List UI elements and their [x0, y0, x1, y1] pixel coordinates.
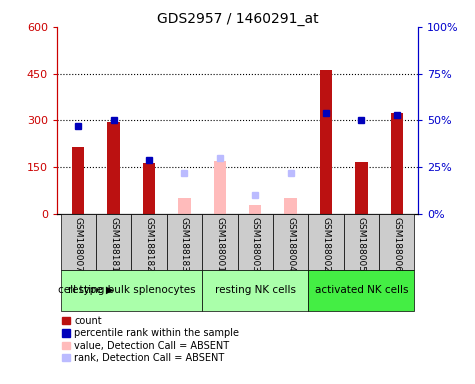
Text: resting bulk splenocytes: resting bulk splenocytes	[67, 285, 195, 295]
Bar	[202, 214, 238, 270]
Bar	[379, 214, 415, 270]
Bar	[344, 214, 379, 270]
Bar	[285, 198, 297, 214]
Bar	[273, 214, 308, 270]
Bar	[178, 198, 190, 214]
Title: GDS2957 / 1460291_at: GDS2957 / 1460291_at	[157, 12, 318, 26]
Text: resting NK cells: resting NK cells	[215, 285, 296, 295]
Bar	[249, 205, 261, 214]
Bar	[214, 161, 226, 214]
Bar	[107, 122, 120, 214]
Text: cell type ▶: cell type ▶	[57, 285, 114, 295]
Text: GSM188001: GSM188001	[215, 217, 224, 271]
Bar	[96, 214, 131, 270]
Legend: count, percentile rank within the sample, value, Detection Call = ABSENT, rank, : count, percentile rank within the sample…	[62, 316, 239, 363]
Bar	[167, 214, 202, 270]
Text: GSM188183: GSM188183	[180, 217, 189, 271]
Bar	[72, 147, 85, 214]
Bar	[308, 214, 344, 270]
Text: activated NK cells: activated NK cells	[314, 285, 408, 295]
Bar	[60, 214, 96, 270]
Bar	[355, 162, 368, 214]
Text: GSM188182: GSM188182	[144, 217, 153, 271]
Text: GSM188007: GSM188007	[74, 217, 83, 271]
Text: GSM188002: GSM188002	[322, 217, 331, 271]
Text: GSM188181: GSM188181	[109, 217, 118, 271]
Text: GSM188004: GSM188004	[286, 217, 295, 271]
Bar	[390, 113, 403, 214]
Bar	[202, 270, 308, 311]
Bar	[308, 270, 415, 311]
Text: GSM188006: GSM188006	[392, 217, 401, 271]
Text: GSM188003: GSM188003	[251, 217, 260, 271]
Bar	[131, 214, 167, 270]
Text: GSM188005: GSM188005	[357, 217, 366, 271]
Bar	[60, 270, 202, 311]
Bar	[238, 214, 273, 270]
Bar	[320, 71, 332, 214]
Bar	[143, 163, 155, 214]
